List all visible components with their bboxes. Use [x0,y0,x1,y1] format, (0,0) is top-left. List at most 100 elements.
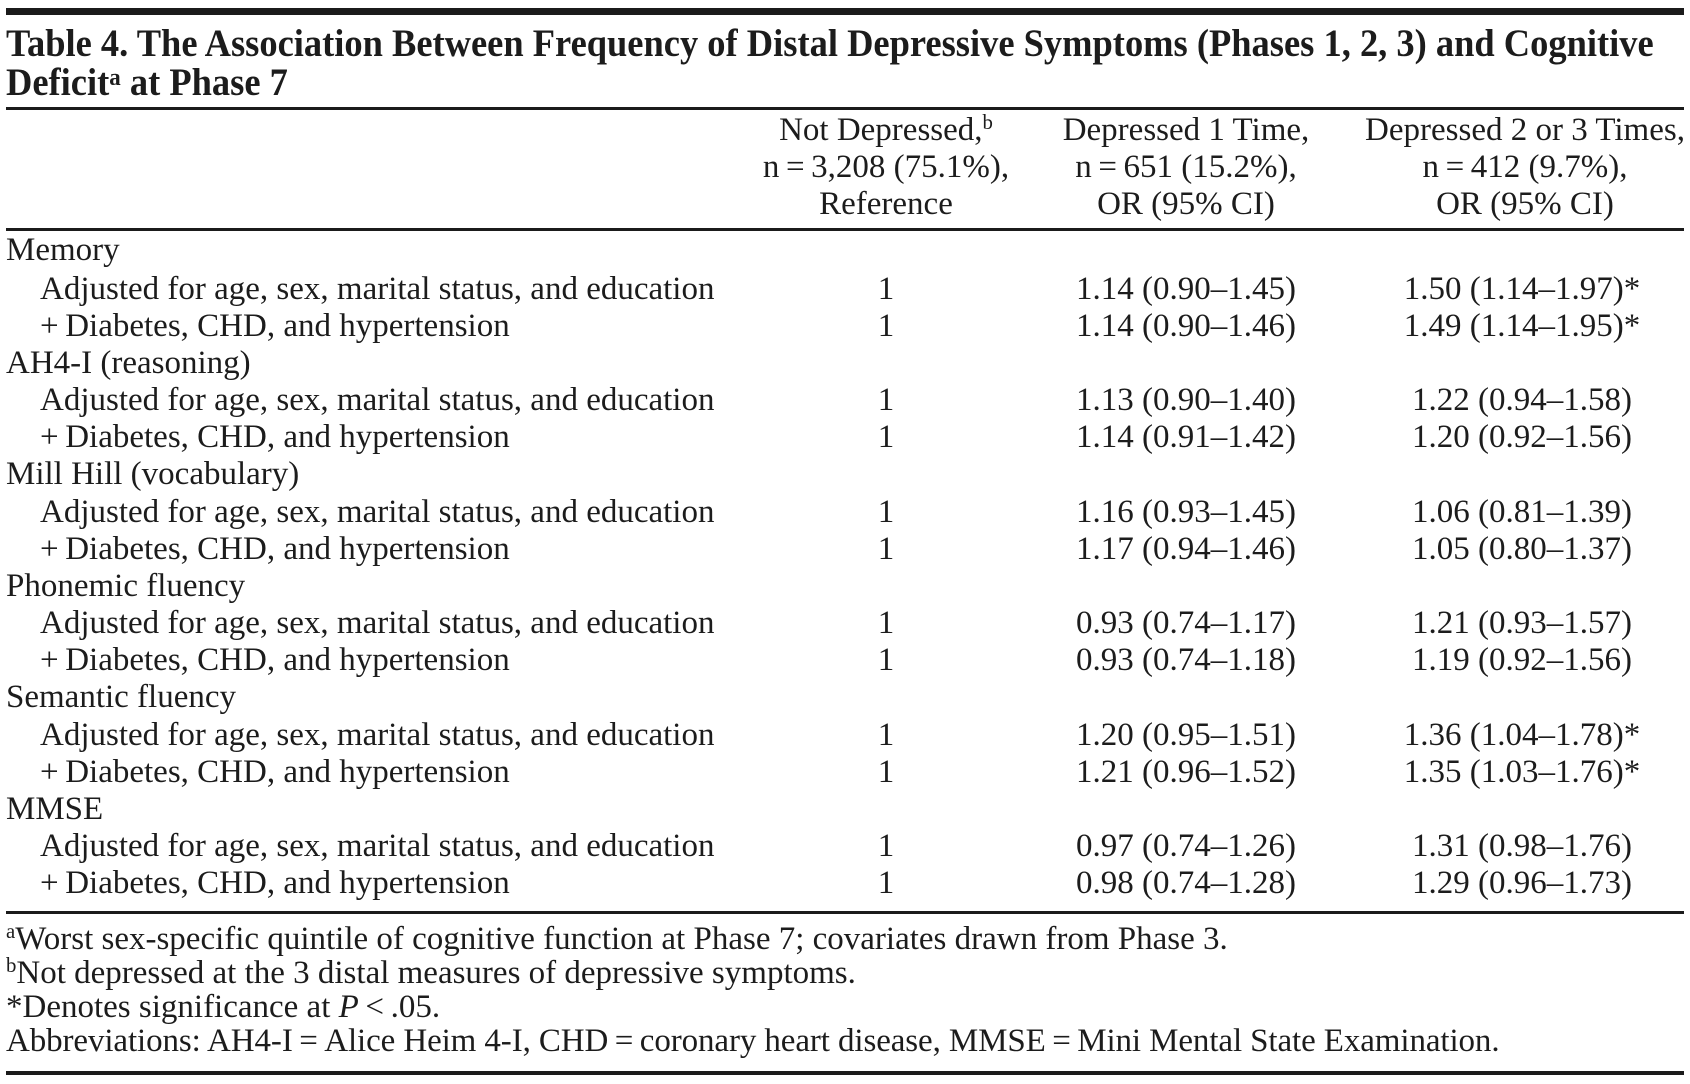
data-row: Adjusted for age, sex, marital status, a… [6,382,1690,419]
ref-value: 1 [877,716,895,753]
or-value: 1.49 (1.14–1.95)* [1403,307,1641,344]
row-label: Adjusted for age, sex, marital status, a… [40,493,715,530]
or-value: 1.31 (0.98–1.76) [1412,828,1632,865]
column-header-depressed-1-time: Depressed 1 Time, n = 651 (15.2%), OR (9… [1012,112,1360,223]
data-row: + Diabetes, CHD, and hypertension 1 0.98… [6,865,1690,902]
ref-value: 1 [877,642,895,679]
footnote-text: *Denotes significance at [6,988,339,1025]
empty-cell [760,456,1012,493]
title-rule [6,107,1684,110]
footnote-text: Not depressed at the 3 distal measures o… [16,954,856,991]
column-header-line: Depressed 1 Time, [1012,112,1360,149]
data-row: + Diabetes, CHD, and hypertension 1 1.17… [6,531,1690,568]
or-value: 1.05 (0.80–1.37) [1412,530,1632,567]
empty-cell [1360,232,1690,271]
or-value: 1.14 (0.90–1.46) [1076,307,1296,344]
ref-value: 1 [877,307,895,344]
section-label: Phonemic fluency [6,567,246,604]
or-value: 1.20 (0.95–1.51) [1076,716,1296,753]
or-value: 1.36 (1.04–1.78)* [1403,716,1641,753]
row-label: + Diabetes, CHD, and hypertension [40,642,510,679]
row-label: + Diabetes, CHD, and hypertension [40,865,510,902]
footnote-text: Abbreviations: AH4-I = Alice Heim 4-I, C… [6,1022,1500,1059]
top-rule [6,7,1684,15]
table-title-text: Table 4. The Association Between Frequen… [6,21,1654,65]
section-row-mmse: MMSE [6,791,1690,828]
or-value: 1.17 (0.94–1.46) [1076,530,1296,567]
empty-cell [760,568,1012,605]
column-header-text: Not Depressed, [779,112,983,148]
footnote-marker-a: a [109,63,121,91]
or-value: 1.50 (1.14–1.97)* [1403,270,1641,307]
data-row: + Diabetes, CHD, and hypertension 1 1.14… [6,419,1690,456]
ref-value: 1 [877,865,895,902]
table-title-text: Deficit [6,61,110,105]
section-label: AH4-I (reasoning) [6,344,251,381]
data-row: + Diabetes, CHD, and hypertension 1 1.21… [6,754,1690,791]
ref-value: 1 [877,419,895,456]
or-value: 0.97 (0.74–1.26) [1076,828,1296,865]
or-value: 1.14 (0.91–1.42) [1076,419,1296,456]
data-row: Adjusted for age, sex, marital status, a… [6,494,1690,531]
row-label: Adjusted for age, sex, marital status, a… [40,382,715,419]
ref-value: 1 [877,753,895,790]
results-table: Memory Adjusted for age, sex, marital st… [6,232,1690,903]
empty-cell [1012,345,1360,382]
empty-cell [1012,456,1360,493]
row-label: Adjusted for age, sex, marital status, a… [40,716,715,753]
data-row: + Diabetes, CHD, and hypertension 1 0.93… [6,642,1690,679]
ref-value: 1 [877,530,895,567]
or-value: 0.93 (0.74–1.17) [1076,605,1296,642]
table-title-line2: Deficita at Phase 7 [6,63,1654,103]
footnote-a: aWorst sex-specific quintile of cognitiv… [6,921,1499,957]
empty-cell [1012,232,1360,271]
ref-value: 1 [877,382,895,419]
column-headers: Not Depressed,b n = 3,208 (75.1%), Refer… [6,112,1690,223]
column-header-line: Depressed 2 or 3 Times, [1360,112,1690,149]
section-row-mill-hill: Mill Hill (vocabulary) [6,456,1690,493]
empty-cell [1360,791,1690,828]
empty-cell [1012,791,1360,828]
row-label: Adjusted for age, sex, marital status, a… [40,828,715,865]
data-row: Adjusted for age, sex, marital status, a… [6,271,1690,308]
empty-cell [760,679,1012,716]
data-row: Adjusted for age, sex, marital status, a… [6,717,1690,754]
footnote-text: < .05. [358,988,441,1025]
footnote-marker-b: b [982,110,993,134]
section-label: Memory [6,231,120,268]
or-value: 1.20 (0.92–1.56) [1412,419,1632,456]
or-value: 1.35 (1.03–1.76)* [1403,753,1641,790]
row-label: + Diabetes, CHD, and hypertension [40,753,510,790]
section-row-phonemic: Phonemic fluency [6,568,1690,605]
ref-value: 1 [877,270,895,307]
table-title-text: at Phase 7 [120,61,288,105]
column-header-empty [6,112,760,223]
empty-cell [1012,568,1360,605]
or-value: 1.21 (0.96–1.52) [1076,753,1296,790]
section-row-semantic: Semantic fluency [6,679,1690,716]
column-header-not-depressed: Not Depressed,b n = 3,208 (75.1%), Refer… [760,112,1012,223]
section-label: MMSE [6,790,104,827]
table-title: Table 4. The Association Between Frequen… [6,24,1654,103]
footnote-significance: *Denotes significance at P < .05. [6,988,1499,1025]
column-header-text: Depressed 1 Time, [1062,112,1310,148]
column-header-line: n = 3,208 (75.1%), [762,149,1010,185]
body-rule [6,911,1684,915]
data-row: + Diabetes, CHD, and hypertension 1 1.14… [6,308,1690,345]
empty-cell [760,232,1012,271]
ref-value: 1 [877,605,895,642]
section-row-memory: Memory [6,232,1690,271]
section-row-ah4i: AH4-I (reasoning) [6,345,1690,382]
section-label: Semantic fluency [6,679,237,716]
footnote-abbreviations: Abbreviations: AH4-I = Alice Heim 4-I, C… [6,1022,1500,1059]
column-header-line: n = 412 (9.7%), [1422,149,1628,185]
header-rule [6,227,1684,231]
row-label: Adjusted for age, sex, marital status, a… [40,605,715,642]
or-value: 0.93 (0.74–1.18) [1076,642,1296,679]
or-value: 1.22 (0.94–1.58) [1412,382,1632,419]
empty-cell [1012,679,1360,716]
column-header-text: Depressed 2 or 3 Times, [1365,112,1685,148]
empty-cell [1360,456,1690,493]
table-title-line1: Table 4. The Association Between Frequen… [6,24,1654,64]
